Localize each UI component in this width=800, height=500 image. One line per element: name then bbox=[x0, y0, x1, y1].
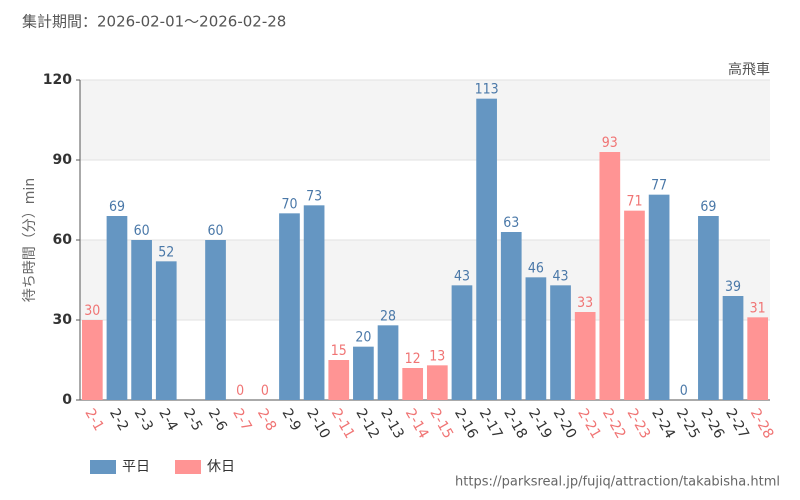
value-label: 60 bbox=[208, 223, 224, 239]
bar bbox=[648, 194, 670, 400]
legend-swatch bbox=[90, 460, 116, 474]
bar bbox=[106, 216, 128, 400]
value-label: 0 bbox=[261, 383, 269, 399]
x-tick-label: 2-23 bbox=[624, 406, 654, 442]
value-label: 30 bbox=[84, 303, 100, 319]
x-tick-label: 2-15 bbox=[426, 406, 456, 442]
x-tick-label: 2-2 bbox=[106, 406, 131, 434]
value-label: 113 bbox=[475, 82, 499, 98]
value-label: 70 bbox=[281, 196, 297, 212]
value-label: 69 bbox=[700, 199, 716, 215]
value-label: 93 bbox=[602, 135, 618, 151]
bar bbox=[599, 152, 621, 400]
bar bbox=[81, 320, 103, 400]
value-label: 63 bbox=[503, 215, 519, 231]
y-tick-label: 120 bbox=[43, 72, 72, 88]
x-tick-label: 2-26 bbox=[697, 406, 727, 442]
bar bbox=[205, 240, 226, 400]
value-label: 0 bbox=[236, 383, 244, 399]
bar bbox=[131, 240, 152, 400]
value-label: 52 bbox=[158, 244, 174, 260]
bar bbox=[328, 360, 350, 400]
value-label: 15 bbox=[331, 343, 347, 359]
y-tick-label: 0 bbox=[62, 392, 72, 408]
x-tick-label: 2-22 bbox=[599, 406, 629, 442]
bar bbox=[279, 213, 300, 400]
value-label: 39 bbox=[725, 279, 741, 295]
x-tick-label: 2-14 bbox=[402, 406, 432, 442]
value-label: 69 bbox=[109, 199, 125, 215]
value-label: 33 bbox=[577, 295, 593, 311]
x-tick-label: 2-18 bbox=[500, 406, 530, 442]
x-tick-label: 2-27 bbox=[722, 406, 752, 442]
bar bbox=[426, 365, 448, 400]
value-label: 31 bbox=[750, 300, 766, 316]
x-tick-label: 2-28 bbox=[747, 406, 777, 442]
x-tick-label: 2-8 bbox=[254, 406, 279, 434]
bar bbox=[550, 285, 571, 400]
bar bbox=[377, 325, 399, 400]
bar bbox=[500, 232, 522, 400]
x-tick-label: 2-3 bbox=[131, 406, 156, 434]
value-label: 46 bbox=[528, 260, 544, 276]
bar bbox=[451, 285, 473, 400]
x-tick-label: 2-4 bbox=[155, 406, 180, 434]
value-label: 13 bbox=[429, 348, 445, 364]
x-tick-label: 2-13 bbox=[377, 406, 407, 442]
y-tick-label: 90 bbox=[53, 152, 73, 168]
x-tick-label: 2-17 bbox=[476, 406, 506, 442]
y-tick-label: 60 bbox=[53, 232, 73, 248]
value-label: 43 bbox=[553, 268, 569, 284]
x-tick-label: 2-11 bbox=[328, 406, 358, 442]
bar bbox=[722, 296, 744, 400]
value-label: 0 bbox=[680, 383, 688, 399]
y-tick-label: 30 bbox=[53, 312, 73, 328]
x-tick-label: 2-9 bbox=[279, 406, 304, 434]
bar bbox=[402, 368, 424, 400]
value-label: 28 bbox=[380, 308, 396, 324]
bar bbox=[698, 216, 719, 400]
grid-band bbox=[80, 80, 770, 160]
x-tick-label: 2-6 bbox=[205, 406, 230, 434]
x-tick-label: 2-7 bbox=[229, 406, 254, 434]
x-tick-label: 2-19 bbox=[525, 406, 555, 442]
x-tick-label: 2-16 bbox=[451, 406, 481, 442]
legend-swatch bbox=[175, 460, 201, 474]
y-axis-label: 待ち時間（分）min bbox=[22, 178, 38, 302]
x-tick-label: 2-12 bbox=[352, 406, 382, 442]
x-tick-label: 2-24 bbox=[648, 406, 678, 442]
source-url: https://parksreal.jp/fujiq/attraction/ta… bbox=[455, 475, 780, 490]
x-tick-label: 2-5 bbox=[180, 406, 205, 434]
bar bbox=[155, 261, 177, 400]
chart-title: 集計期間：2026-02-01～2026-02-28 bbox=[22, 13, 286, 31]
x-tick-label: 2-1 bbox=[81, 406, 106, 434]
bar bbox=[574, 312, 596, 400]
value-label: 73 bbox=[306, 188, 322, 204]
value-label: 12 bbox=[405, 351, 421, 367]
chart-subtitle: 高飛車 bbox=[728, 61, 770, 78]
value-label: 20 bbox=[355, 330, 371, 346]
bar bbox=[525, 277, 547, 400]
x-tick-label: 2-20 bbox=[550, 406, 580, 442]
value-label: 60 bbox=[134, 223, 150, 239]
legend-label: 休日 bbox=[207, 459, 235, 475]
x-tick-label: 2-25 bbox=[673, 406, 703, 442]
bar bbox=[747, 317, 769, 400]
bar bbox=[476, 98, 497, 401]
bar bbox=[303, 205, 325, 400]
x-tick-label: 2-21 bbox=[574, 406, 604, 442]
bar bbox=[624, 210, 645, 400]
x-tick-label: 2-10 bbox=[303, 406, 333, 442]
value-label: 71 bbox=[626, 194, 642, 210]
legend-label: 平日 bbox=[122, 459, 150, 475]
value-label: 77 bbox=[651, 178, 667, 194]
value-label: 43 bbox=[454, 268, 470, 284]
bar bbox=[353, 346, 374, 400]
